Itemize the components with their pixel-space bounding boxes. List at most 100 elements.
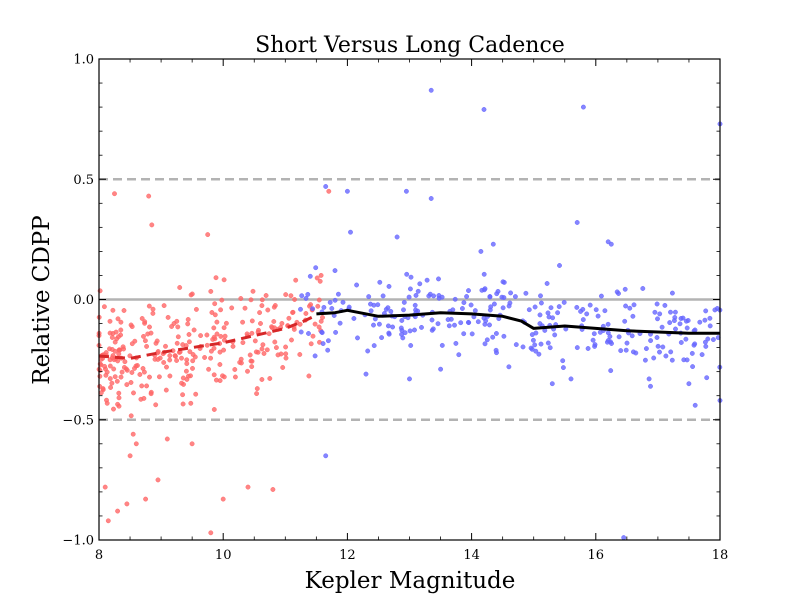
faint-targets-point-101 bbox=[530, 337, 536, 343]
bright-targets-point-94 bbox=[147, 324, 152, 330]
bright-targets-point-276 bbox=[221, 374, 227, 380]
bright-targets-point-26 bbox=[187, 349, 193, 355]
faint-targets-point-188 bbox=[533, 330, 539, 336]
faint-targets-point-185 bbox=[490, 334, 496, 340]
faint-targets-point-38 bbox=[654, 335, 660, 340]
faint-targets-point-200 bbox=[660, 344, 666, 350]
bright-targets-point-187 bbox=[185, 317, 191, 322]
bright-targets-point-141 bbox=[142, 319, 148, 325]
bright-targets-point-265 bbox=[107, 346, 112, 352]
bright-targets-point-155 bbox=[249, 330, 255, 336]
bright-targets-point-292 bbox=[297, 352, 303, 357]
bright-targets-point-191 bbox=[312, 321, 318, 327]
faint-targets-point-136 bbox=[495, 288, 501, 294]
bright-targets-point-239 bbox=[185, 321, 191, 327]
bright-targets-point-104 bbox=[288, 293, 294, 299]
faint-targets-point-71 bbox=[662, 302, 668, 308]
bright-targets-point-269 bbox=[260, 342, 266, 348]
faint-targets-point-53 bbox=[623, 347, 629, 353]
bright-targets-point-29 bbox=[142, 338, 148, 344]
bright-targets-point-317 bbox=[149, 222, 155, 228]
faint-targets-point-177 bbox=[412, 302, 418, 308]
bright-targets-point-209 bbox=[318, 272, 324, 278]
bright-targets-point-242 bbox=[286, 315, 292, 321]
bright-targets-point-111 bbox=[214, 331, 220, 337]
faint-targets-point-219 bbox=[623, 303, 629, 309]
bright-targets-point-116 bbox=[290, 309, 296, 315]
bright-targets-point-324 bbox=[245, 484, 251, 490]
faint-targets-point-293 bbox=[298, 329, 304, 335]
bright-targets-point-270 bbox=[255, 349, 261, 355]
faint-targets-point-182 bbox=[400, 335, 406, 341]
bright-targets-point-17 bbox=[113, 329, 119, 335]
bright-targets-point-118 bbox=[137, 372, 143, 377]
faint-targets-point-32 bbox=[333, 329, 339, 335]
faint-targets-point-189 bbox=[371, 343, 377, 349]
faint-targets-point-22 bbox=[481, 271, 487, 277]
faint-targets-point-303 bbox=[428, 87, 434, 93]
bright-targets-point-172 bbox=[118, 327, 124, 333]
faint-targets-point-305 bbox=[580, 104, 586, 110]
bright-targets-point-153 bbox=[266, 331, 272, 337]
bright-targets-point-121 bbox=[212, 301, 218, 307]
bright-targets-point-319 bbox=[164, 436, 170, 442]
faint-targets-point-283 bbox=[614, 289, 620, 295]
bright-targets-point-10 bbox=[153, 402, 159, 408]
bright-targets-point-321 bbox=[205, 232, 211, 238]
faint-targets-point-45 bbox=[593, 307, 599, 313]
faint-targets-point-91 bbox=[630, 313, 636, 319]
bright-targets-point-157 bbox=[107, 330, 113, 336]
faint-targets-point-263 bbox=[640, 286, 646, 291]
faint-targets-point-56 bbox=[629, 333, 635, 339]
bright-targets-point-285 bbox=[190, 358, 196, 364]
faint-targets-point-287 bbox=[580, 306, 586, 312]
faint-targets-point-275 bbox=[404, 271, 410, 277]
x-axis-label: Kepler Magnitude bbox=[305, 568, 516, 594]
faint-targets-point-201 bbox=[319, 330, 325, 336]
faint-targets-point-298 bbox=[605, 338, 611, 343]
bright-targets-point-232 bbox=[107, 318, 113, 324]
faint-targets-point-229 bbox=[513, 342, 519, 348]
faint-targets-point-315 bbox=[574, 220, 580, 225]
y-tick-label-1: −0.5 bbox=[62, 413, 94, 428]
faint-targets-point-309 bbox=[403, 188, 409, 194]
bright-targets-point-31 bbox=[221, 277, 227, 283]
faint-targets-point-157 bbox=[710, 337, 716, 343]
bright-targets-point-217 bbox=[230, 343, 236, 349]
bright-targets-point-222 bbox=[183, 368, 189, 374]
faint-targets-point-318 bbox=[332, 268, 338, 274]
x-tick-label-3: 14 bbox=[463, 548, 480, 563]
bright-targets-point-326 bbox=[326, 188, 332, 194]
bright-targets-point-77 bbox=[204, 332, 210, 338]
bright-targets-point-291 bbox=[248, 297, 254, 303]
bright-targets-point-288 bbox=[185, 373, 191, 379]
bright-targets-point-264 bbox=[128, 413, 134, 419]
bright-targets-point-42 bbox=[156, 374, 162, 380]
faint-targets-point-98 bbox=[584, 311, 590, 317]
faint-targets-point-252 bbox=[622, 286, 628, 292]
bright-targets-point-171 bbox=[283, 344, 289, 350]
faint-targets-point-314 bbox=[478, 248, 484, 254]
bright-targets-point-240 bbox=[191, 327, 197, 333]
bright-targets-point-198 bbox=[318, 318, 324, 324]
faint-targets-point-240 bbox=[303, 295, 309, 301]
faint-targets-point-202 bbox=[712, 307, 718, 313]
faint-targets-point-313 bbox=[490, 241, 496, 247]
faint-targets-point-57 bbox=[452, 322, 457, 328]
faint-targets-point-90 bbox=[386, 283, 392, 289]
bright-targets-point-83 bbox=[163, 343, 168, 349]
bright-targets-point-302 bbox=[232, 374, 238, 380]
faint-targets-point-299 bbox=[436, 295, 442, 301]
faint-targets-point-147 bbox=[472, 308, 478, 314]
bright-targets-point-206 bbox=[283, 351, 289, 357]
faint-targets-point-128 bbox=[430, 326, 436, 332]
faint-targets-point-187 bbox=[385, 323, 391, 329]
faint-targets-point-13 bbox=[677, 321, 683, 327]
bright-targets-point-266 bbox=[114, 336, 120, 342]
bright-targets-point-255 bbox=[308, 302, 314, 308]
bright-targets-point-295 bbox=[217, 362, 223, 367]
faint-targets-point-204 bbox=[556, 304, 562, 310]
bright-targets-point-176 bbox=[148, 330, 154, 336]
bright-targets-point-145 bbox=[204, 342, 210, 348]
faint-targets-point-132 bbox=[642, 357, 648, 363]
